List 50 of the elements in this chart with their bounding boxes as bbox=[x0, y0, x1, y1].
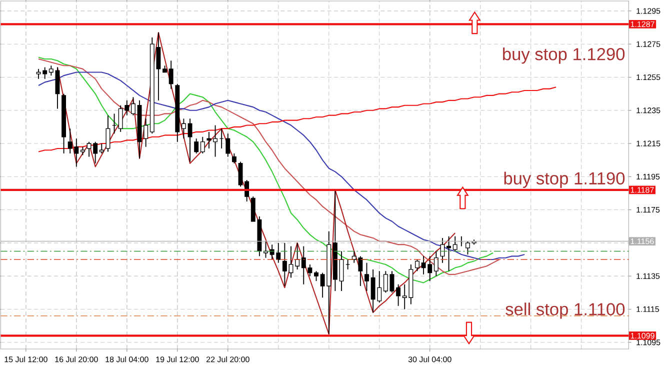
candlestick bbox=[434, 250, 438, 277]
candlestick bbox=[282, 242, 287, 286]
x-tick-label: 18 Jul 04:00 bbox=[106, 356, 148, 362]
candlestick bbox=[106, 114, 110, 152]
candlestick bbox=[390, 270, 394, 294]
y-tick-label: 1.1095 bbox=[636, 340, 660, 346]
y-tick-label: 1.1195 bbox=[636, 174, 660, 180]
candlestick bbox=[288, 246, 294, 278]
candlestick bbox=[364, 262, 369, 292]
y-tick-label: 1.1295 bbox=[636, 8, 660, 14]
candlestick bbox=[383, 270, 388, 294]
x-tick-label: 15 Jul 12:00 bbox=[4, 356, 48, 362]
x-tick-label: 19 Jul 12:00 bbox=[156, 356, 199, 362]
ref-line-label: 1.1099 bbox=[630, 332, 654, 339]
ref-line-label: 1.1287 bbox=[630, 21, 654, 28]
x-tick-label: 22 Jul 20:00 bbox=[206, 356, 250, 362]
annotation: buy stop 1.1290 bbox=[503, 48, 625, 64]
candlestick bbox=[99, 143, 104, 154]
y-tick-label: 1.1135 bbox=[636, 273, 660, 279]
x-tick-label: 30 Jul 04:00 bbox=[408, 356, 452, 362]
annotation: sell stop 1.1100 bbox=[506, 302, 625, 319]
candlestick bbox=[339, 250, 344, 292]
candlestick bbox=[295, 242, 300, 270]
candlestick bbox=[130, 96, 136, 116]
y-tick-label: 1.1115 bbox=[636, 306, 659, 312]
candlestick bbox=[396, 284, 401, 306]
ref-line-label: 1.1156 bbox=[630, 238, 654, 244]
y-tick-label: 1.1215 bbox=[636, 140, 660, 146]
candlestick bbox=[194, 138, 199, 154]
annotation: buy stop 1.1190 bbox=[504, 172, 625, 188]
candlestick bbox=[226, 133, 230, 158]
candlestick bbox=[48, 65, 54, 76]
candlestick bbox=[181, 118, 186, 140]
candlestick bbox=[446, 236, 452, 272]
x-tick-label: 16 Jul 20:00 bbox=[55, 356, 98, 362]
candlestick bbox=[168, 60, 174, 90]
candlestick bbox=[466, 240, 470, 255]
candlestick bbox=[238, 161, 243, 188]
candlestick bbox=[232, 152, 236, 164]
candlestick bbox=[200, 136, 205, 154]
ref-line-label: 1.1187 bbox=[630, 187, 654, 193]
candlestick bbox=[415, 259, 420, 272]
candlestick bbox=[452, 236, 458, 252]
y-tick-label: 1.1175 bbox=[636, 207, 660, 213]
y-tick-label: 1.1275 bbox=[636, 41, 660, 47]
y-tick-label: 1.1255 bbox=[636, 74, 660, 80]
candlestick bbox=[213, 124, 218, 158]
y-tick-label: 1.1235 bbox=[636, 108, 660, 114]
candlestick bbox=[314, 270, 318, 282]
candlestick bbox=[206, 131, 212, 149]
